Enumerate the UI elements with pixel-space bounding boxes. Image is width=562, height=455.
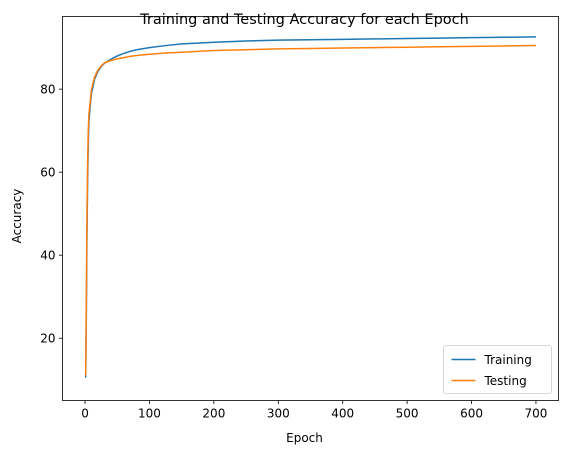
x-axis-label: Epoch [286,431,323,445]
chart-title: Training and Testing Accuracy for each E… [139,12,469,28]
x-tick-label: 400 [331,407,354,421]
legend-label-training: Training [484,353,532,367]
legend-label-testing: Testing [484,374,527,388]
x-tick-label: 600 [460,407,483,421]
series-line-testing [84,44,536,376]
y-axis-ticks: 20 40 60 80 [40,82,63,345]
plot-series [84,36,536,378]
x-tick-label: 500 [396,407,419,421]
legend: Training Testing [443,345,552,394]
y-tick-label: 20 [40,331,55,345]
series-line-training [84,36,536,378]
x-axis-ticks: 0 100 200 300 400 500 600 700 [81,400,548,421]
x-tick-label: 0 [81,407,89,421]
x-tick-label: 300 [267,407,290,421]
legend-box [443,345,552,394]
y-tick-label: 80 [40,82,55,96]
y-axis-label: Accuracy [10,189,24,244]
y-tick-label: 40 [40,248,55,262]
y-tick-label: 60 [40,165,55,179]
x-tick-label: 100 [138,407,161,421]
x-tick-label: 700 [525,407,548,421]
plot-area-frame [62,16,559,401]
x-tick-label: 200 [202,407,225,421]
